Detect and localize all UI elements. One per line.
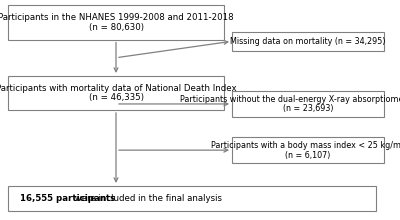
Text: Missing data on mortality (n = 34,295): Missing data on mortality (n = 34,295) (230, 37, 386, 46)
Text: (n = 46,335): (n = 46,335) (88, 94, 144, 102)
Text: Participants with mortality data of National Death Index: Participants with mortality data of Nati… (0, 84, 236, 92)
Bar (8, 76, 224, 110)
Bar (232, 32, 384, 51)
Bar (232, 138, 384, 163)
Bar (8, 186, 376, 211)
Text: (n = 6,107): (n = 6,107) (285, 151, 331, 160)
Text: (n = 23,693): (n = 23,693) (283, 104, 333, 113)
Text: 16,555 participants: 16,555 participants (20, 194, 115, 203)
Text: Participants with a body mass index < 25 kg/m²: Participants with a body mass index < 25… (211, 141, 400, 150)
Text: Participants without the dual-energy X-ray absorptiometry data: Participants without the dual-energy X-r… (180, 95, 400, 103)
Bar (8, 6, 224, 40)
Bar (232, 91, 384, 117)
Text: Participants in the NHANES 1999-2008 and 2011-2018: Participants in the NHANES 1999-2008 and… (0, 13, 234, 22)
Text: were included in the final analysis: were included in the final analysis (72, 194, 222, 203)
Text: (n = 80,630): (n = 80,630) (88, 23, 144, 32)
